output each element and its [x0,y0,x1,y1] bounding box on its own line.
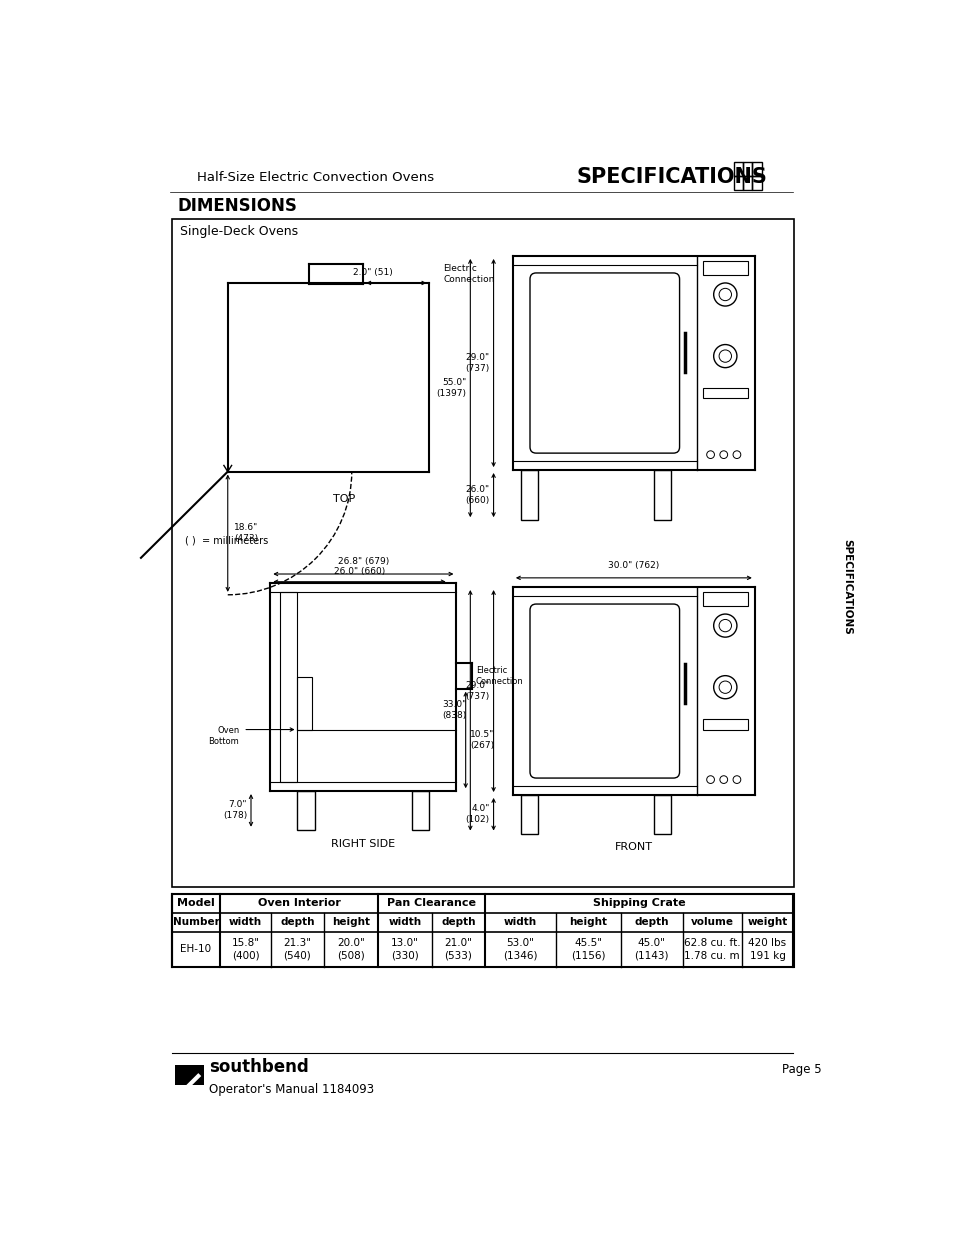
Text: 62.8 cu. ft.
1.78 cu. m: 62.8 cu. ft. 1.78 cu. m [683,937,740,961]
Text: 4.0"
(102): 4.0" (102) [465,804,489,824]
Text: Single-Deck Ovens: Single-Deck Ovens [179,225,297,238]
Text: 45.0"
(1143): 45.0" (1143) [634,937,668,961]
Bar [520,471,537,520]
Bar [172,219,793,888]
Bar [297,792,314,830]
Text: 15.8"
(400): 15.8" (400) [232,937,259,961]
Bar [752,175,760,190]
Bar [412,792,429,830]
Bar [702,593,747,606]
Text: width: width [388,918,421,927]
Bar [279,593,296,782]
Text: 18.6"
(473): 18.6" (473) [233,524,258,543]
Text: 53.0"
(1346): 53.0" (1346) [502,937,537,961]
Text: 45.5"
(1156): 45.5" (1156) [570,937,605,961]
Text: 55.0"
(1397): 55.0" (1397) [436,378,466,398]
Text: 29.0"
(737): 29.0" (737) [465,680,489,701]
Text: Page 5: Page 5 [781,1063,821,1076]
Text: height: height [332,918,370,927]
Text: SPECIFICATIONS: SPECIFICATIONS [841,540,852,635]
Bar [520,795,537,834]
Text: Half-Size Electric Convection Ovens: Half-Size Electric Convection Ovens [196,170,434,184]
Text: 26.0"
(660): 26.0" (660) [465,485,489,505]
Text: 10.5"
(267): 10.5" (267) [470,730,494,750]
Text: Pan Clearance: Pan Clearance [387,898,476,908]
Text: 33.0"
(838): 33.0" (838) [442,700,466,720]
Text: depth: depth [440,918,475,927]
Text: width: width [229,918,262,927]
Text: ( )  = millimeters: ( ) = millimeters [185,536,268,546]
Text: depth: depth [634,918,668,927]
Bar [296,677,312,730]
Text: 420 lbs
191 kg: 420 lbs 191 kg [748,937,786,961]
Text: height: height [569,918,606,927]
Bar [172,894,793,967]
Text: Electric
Connection: Electric Connection [443,263,494,284]
Text: 21.3"
(540): 21.3" (540) [283,937,312,961]
Text: EH-10: EH-10 [180,945,212,955]
Text: depth: depth [280,918,314,927]
Text: 30.0" (762): 30.0" (762) [608,561,659,571]
Text: Operator's Manual 1184093: Operator's Manual 1184093 [209,1083,374,1097]
Text: southbend: southbend [209,1058,309,1076]
Text: 7.0"
(178): 7.0" (178) [223,800,247,820]
Bar [742,175,752,190]
Text: Oven
Bottom: Oven Bottom [209,726,239,746]
Text: 21.0"
(533): 21.0" (533) [444,937,472,961]
Text: Model: Model [177,898,214,908]
Text: DIMENSIONS: DIMENSIONS [177,196,297,215]
Bar [742,162,752,175]
Text: Oven Interior: Oven Interior [257,898,340,908]
Text: Shipping Crate: Shipping Crate [593,898,685,908]
Bar [702,262,747,275]
Bar [752,162,760,175]
Text: 2.0" (51): 2.0" (51) [353,268,392,277]
Text: Number: Number [172,918,219,927]
Text: FRONT: FRONT [614,842,652,852]
Text: TOP: TOP [333,494,355,504]
Bar [654,795,670,834]
Text: 13.0"
(330): 13.0" (330) [391,937,418,961]
Text: SPECIFICATIONS: SPECIFICATIONS [576,168,766,188]
Text: volume: volume [690,918,733,927]
Text: RIGHT SIDE: RIGHT SIDE [331,839,395,848]
Text: 29.0"
(737): 29.0" (737) [465,353,489,373]
Bar [174,1066,204,1086]
Bar [654,471,670,520]
Text: 26.0" (660): 26.0" (660) [334,567,385,576]
Text: 20.0"
(508): 20.0" (508) [336,937,364,961]
Bar [733,162,742,175]
Text: 26.8" (679): 26.8" (679) [337,557,389,567]
Bar [702,388,747,399]
Text: width: width [503,918,537,927]
Bar [702,719,747,730]
Text: Electric
Connection: Electric Connection [476,666,523,685]
Bar [733,175,742,190]
Text: weight: weight [746,918,787,927]
